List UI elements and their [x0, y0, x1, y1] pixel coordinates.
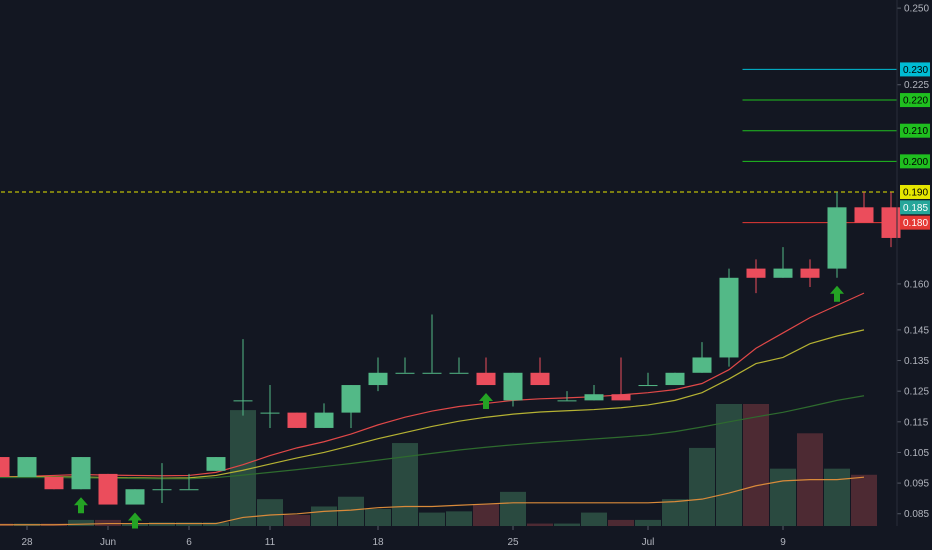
volume-bar — [500, 492, 526, 526]
candle-body — [0, 457, 10, 477]
price-level-tag: 0.220 — [903, 96, 928, 107]
y-tick-label: 0.115 — [904, 417, 929, 428]
candle-body — [477, 373, 496, 385]
volume-bar — [824, 469, 850, 526]
volume-bar — [473, 504, 499, 526]
x-tick-label: 6 — [186, 537, 192, 548]
candle-body — [558, 400, 577, 401]
candle-body — [126, 489, 145, 504]
x-tick-label: Jun — [100, 537, 116, 548]
candle-body — [180, 489, 199, 490]
volume-bar — [608, 520, 634, 526]
x-tick-label: 25 — [507, 537, 519, 548]
candle-body — [774, 269, 793, 278]
volume-bar — [257, 499, 283, 526]
up-arrow-icon — [830, 286, 844, 302]
x-tick-label: 18 — [372, 537, 384, 548]
x-tick-label: 11 — [265, 537, 276, 548]
candle-body — [855, 207, 874, 222]
volume-bar — [743, 404, 769, 526]
candle-body — [801, 269, 820, 278]
volume-layer — [0, 404, 877, 526]
candle-body — [423, 373, 442, 374]
y-tick-label: 0.160 — [904, 279, 929, 290]
candle-body — [612, 394, 631, 400]
volume-bar — [554, 524, 580, 526]
price-level-tag: 0.210 — [903, 126, 928, 137]
candle-body — [504, 373, 523, 401]
candle-body — [639, 385, 658, 386]
time-axis: 28 Jun 6 11 18 25 Jul 9 — [21, 526, 786, 548]
x-tick-label: 9 — [780, 537, 786, 548]
candle-body — [288, 413, 307, 428]
volume-bar — [419, 513, 445, 526]
volume-bar — [284, 515, 310, 526]
volume-bar — [68, 520, 94, 526]
volume-bar — [662, 499, 688, 526]
candle-body — [882, 207, 901, 238]
volume-bar — [689, 448, 715, 526]
candle-body — [666, 373, 685, 385]
candle-body — [396, 373, 415, 374]
up-arrow-icon — [74, 497, 88, 513]
price-level-tag: 0.230 — [903, 65, 928, 76]
candle-body — [585, 394, 604, 400]
candle-body — [72, 457, 91, 489]
y-tick-label: 0.095 — [904, 479, 929, 490]
volume-bar — [95, 520, 121, 526]
volume-bar — [851, 475, 877, 526]
candle-body — [369, 373, 388, 385]
candle-body — [99, 474, 118, 505]
candle-body — [342, 385, 361, 413]
up-arrow-icon — [479, 393, 493, 409]
y-tick-label: 0.250 — [904, 4, 929, 15]
x-tick-label: Jul — [642, 537, 655, 548]
candle-body — [828, 207, 847, 268]
candle-body — [45, 477, 64, 489]
volume-bar — [203, 522, 229, 526]
y-tick-label: 0.145 — [904, 325, 929, 336]
candle-body — [261, 413, 280, 414]
candle-body — [234, 400, 253, 401]
volume-bar — [527, 524, 553, 526]
y-tick-label: 0.135 — [904, 356, 929, 367]
price-level-tag: 0.190 — [903, 187, 928, 198]
candle-body — [315, 413, 334, 428]
candle-body — [207, 457, 226, 471]
volume-bar — [770, 469, 796, 526]
volume-bar — [581, 513, 607, 526]
candle-body — [18, 457, 37, 477]
y-tick-label: 0.125 — [904, 387, 929, 398]
price-levels-layer — [0, 69, 897, 222]
price-level-tag: 0.180 — [903, 218, 928, 229]
candle-body — [747, 269, 766, 278]
volume-bar — [446, 511, 472, 526]
last-price-tag: 0.185 — [903, 203, 928, 214]
y-tick-label: 0.085 — [904, 509, 929, 520]
candle-body — [450, 373, 469, 374]
volume-bar — [149, 522, 175, 526]
candle-body — [153, 489, 172, 490]
y-tick-label: 0.225 — [904, 80, 929, 91]
volume-bar — [635, 520, 661, 526]
price-axis: 0.250 0.225 0.160 0.145 0.135 0.125 0.115 0.105… — [897, 0, 929, 526]
up-arrow-icon — [128, 513, 142, 529]
candle-body — [720, 278, 739, 358]
volume-bar — [365, 509, 391, 526]
volume-bar — [338, 497, 364, 526]
volume-bar — [176, 522, 202, 526]
candle-body — [693, 357, 712, 372]
volume-bar — [311, 506, 337, 526]
x-tick-label: 28 — [21, 537, 33, 548]
price-level-tag: 0.200 — [903, 157, 928, 168]
y-tick-label: 0.105 — [904, 448, 929, 459]
candle-body — [531, 373, 550, 385]
